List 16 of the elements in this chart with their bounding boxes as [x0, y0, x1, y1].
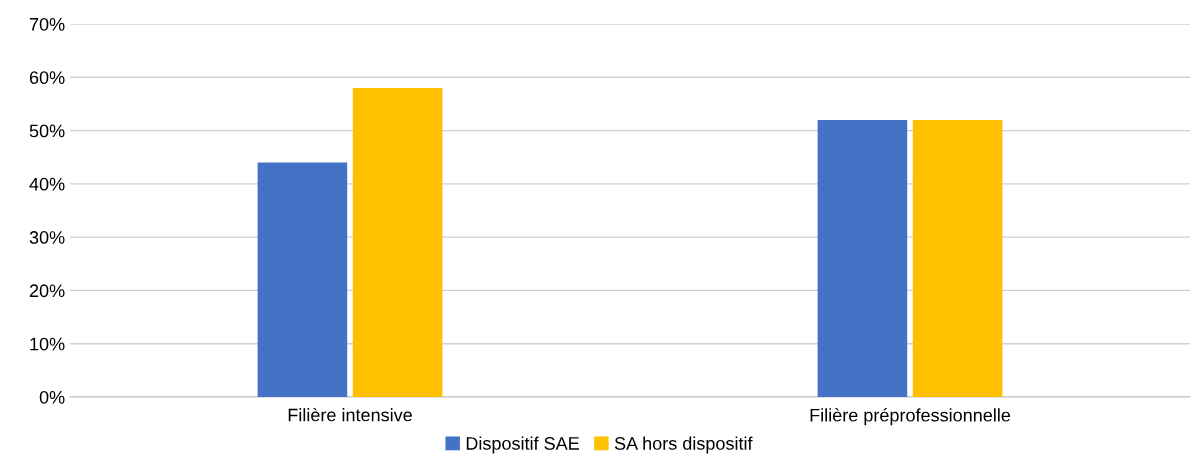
y-tick-label: 60%	[29, 71, 65, 85]
bar	[912, 119, 1003, 397]
bar	[817, 119, 908, 397]
y-tick-label: 70%	[29, 17, 65, 31]
y-tick-label: 0%	[39, 390, 65, 404]
x-tick-label: Filière intensive	[288, 407, 412, 422]
bar	[352, 87, 443, 397]
bar	[257, 162, 348, 397]
y-tick-label: 10%	[30, 337, 65, 351]
y-tick-label: 50%	[29, 124, 65, 138]
y-tick-label: 20%	[29, 284, 65, 298]
x-tick-label: Filière préprofessionnelle	[810, 408, 1011, 426]
y-tick-label: 40%	[29, 177, 65, 191]
legend-label: SA hors dispositif	[614, 436, 753, 454]
y-tick-label: 30%	[29, 231, 65, 244]
legend-label: Dispositif SAE	[466, 436, 579, 454]
